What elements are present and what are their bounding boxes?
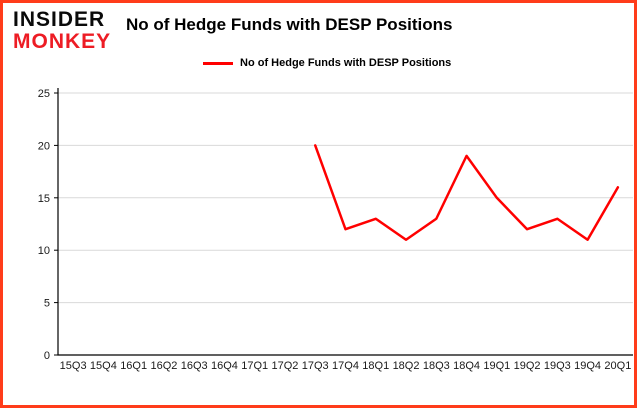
y-axis-label: 20 bbox=[38, 140, 50, 152]
y-axis-label: 5 bbox=[44, 298, 50, 310]
legend-label: No of Hedge Funds with DESP Positions bbox=[240, 57, 452, 69]
x-axis-label: 16Q3 bbox=[181, 360, 208, 372]
x-axis-label: 18Q4 bbox=[453, 360, 480, 372]
data-series-line bbox=[313, 144, 620, 241]
x-axis-label: 19Q4 bbox=[574, 360, 601, 372]
x-axis-label: 18Q2 bbox=[393, 360, 420, 372]
y-axis-label: 10 bbox=[38, 245, 50, 257]
line-chart: 0 5 10 15 20 25 15Q3 15Q4 16Q1 16Q2 16Q3 16Q4 17Q1 17… bbox=[38, 88, 633, 372]
x-axis-label: 15Q4 bbox=[90, 360, 117, 372]
y-axis-label: 15 bbox=[38, 193, 50, 205]
y-axis-label: 25 bbox=[38, 88, 50, 100]
insider-monkey-logo: INSIDER MONKEY bbox=[13, 9, 111, 53]
x-axis-label: 16Q1 bbox=[120, 360, 147, 372]
legend-line-swatch bbox=[203, 61, 233, 65]
x-axis-label: 18Q3 bbox=[423, 360, 450, 372]
x-axis-label: 16Q4 bbox=[211, 360, 238, 372]
y-axis-label: 0 bbox=[44, 350, 50, 362]
x-axis-label: 20Q1 bbox=[604, 360, 631, 372]
x-axis-label: 15Q3 bbox=[60, 360, 87, 372]
chart-title: No of Hedge Funds with DESP Positions bbox=[126, 15, 453, 34]
x-axis-label: 17Q1 bbox=[241, 360, 268, 372]
x-axis-label: 17Q3 bbox=[302, 360, 329, 372]
x-axis-label: 18Q1 bbox=[362, 360, 389, 372]
legend: No of Hedge Funds with DESP Positions bbox=[203, 57, 451, 69]
x-axis-label: 19Q1 bbox=[483, 360, 510, 372]
x-axis-label: 19Q2 bbox=[514, 360, 541, 372]
logo-monkey-text: MONKEY bbox=[13, 29, 112, 53]
logo-insider-text: INSIDER bbox=[13, 8, 106, 31]
x-axis-label: 17Q2 bbox=[272, 360, 299, 372]
x-axis-label: 17Q4 bbox=[332, 360, 359, 372]
x-axis-label: 19Q3 bbox=[544, 360, 571, 372]
x-axis-label: 16Q2 bbox=[150, 360, 177, 372]
